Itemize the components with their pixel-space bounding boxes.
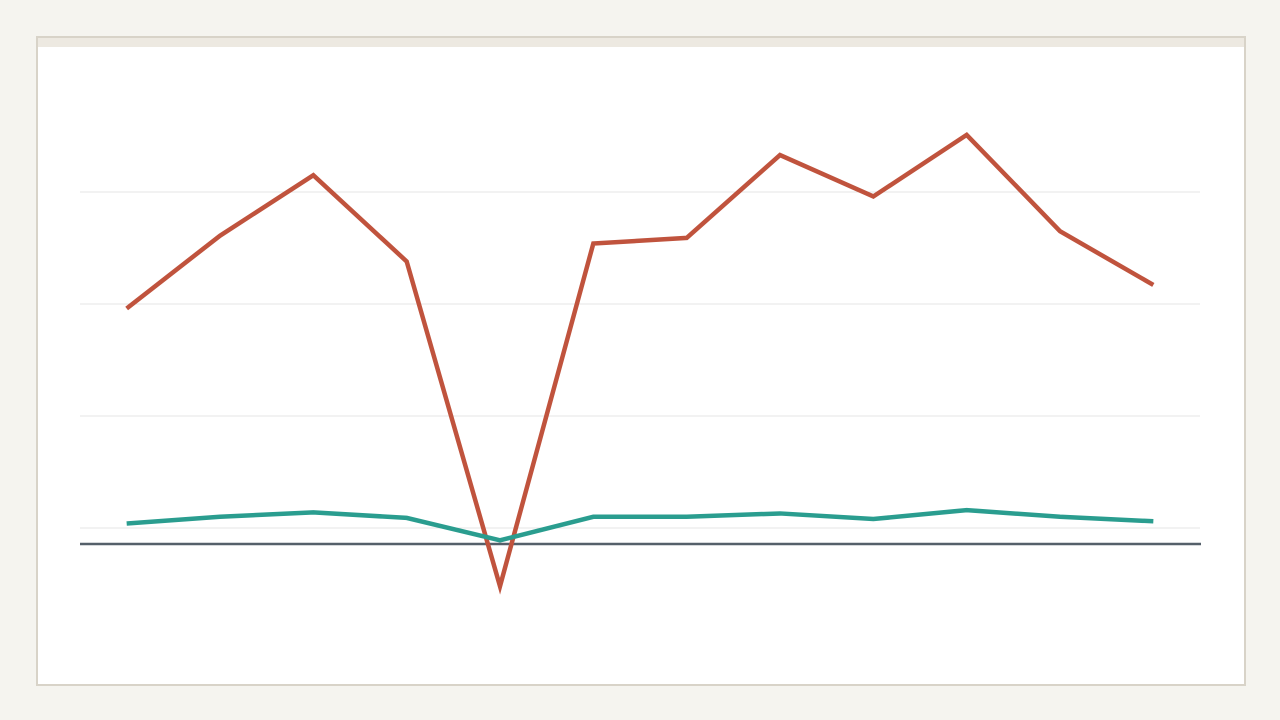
chart-card — [36, 36, 1246, 686]
card-header — [38, 38, 1244, 47]
series-line — [125, 131, 1155, 595]
series-line — [126, 507, 1154, 543]
